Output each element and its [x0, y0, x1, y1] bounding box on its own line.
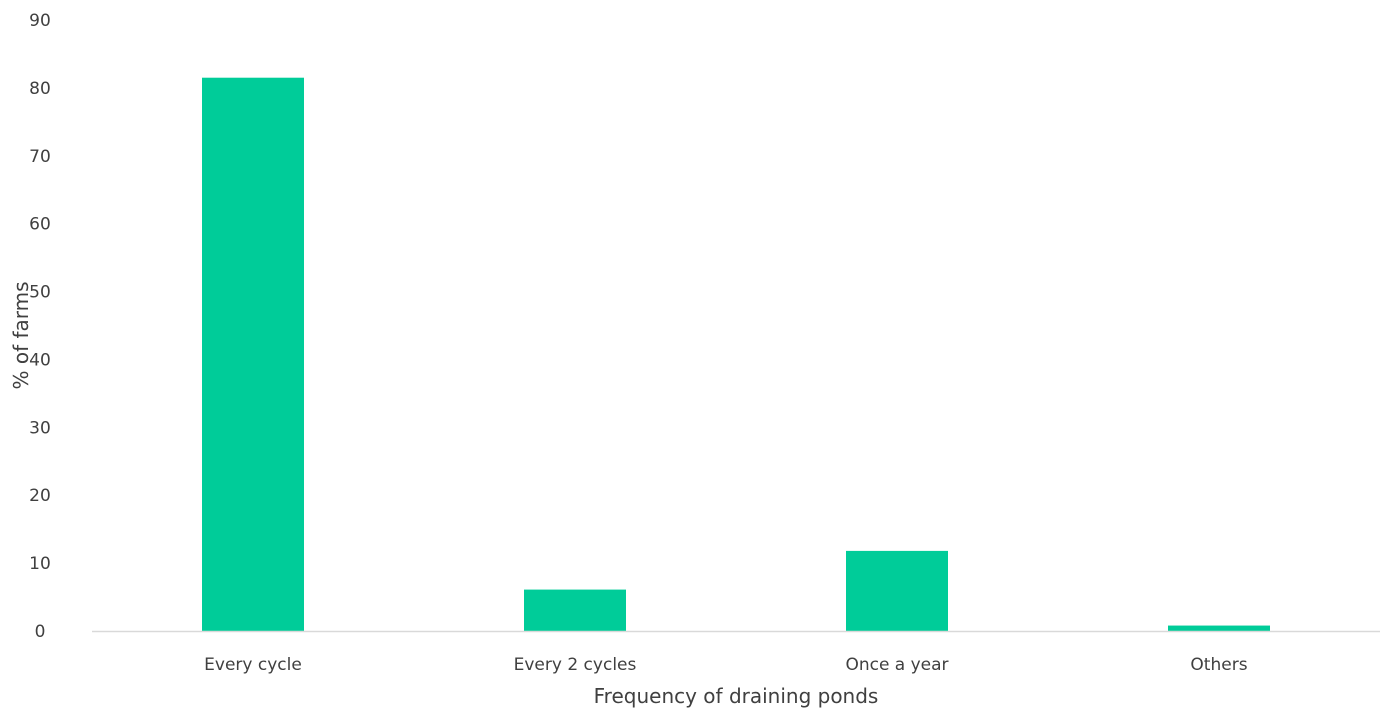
x-tick-label: Others [1190, 655, 1247, 675]
x-tick-label: Every cycle [204, 655, 302, 675]
y-tick-label: 60 [29, 215, 51, 235]
y-axis-ticks: 0 10 20 30 40 50 60 70 80 90 [29, 11, 51, 642]
y-tick-label: 30 [29, 418, 51, 438]
y-tick-label: 0 [35, 622, 46, 642]
x-tick-label: Once a year [845, 655, 948, 675]
y-tick-label: 50 [29, 283, 51, 303]
x-axis-ticks: Every cycle Every 2 cycles Once a year Othe… [204, 655, 1248, 675]
bar-others [1168, 625, 1270, 631]
y-tick-label: 90 [29, 11, 51, 31]
bar-once-a-year [846, 550, 948, 631]
y-tick-label: 40 [29, 350, 51, 370]
y-tick-label: 70 [29, 147, 51, 167]
bars [202, 77, 1270, 631]
x-axis-title: Frequency of draining ponds [594, 684, 879, 708]
bar-every-cycle [202, 77, 304, 631]
y-tick-label: 80 [29, 79, 51, 99]
y-axis-title: % of farms [9, 281, 33, 389]
y-tick-label: 20 [29, 486, 51, 506]
x-tick-label: Every 2 cycles [514, 655, 637, 675]
bar-every-2-cycles [524, 589, 626, 631]
y-tick-label: 10 [29, 554, 51, 574]
